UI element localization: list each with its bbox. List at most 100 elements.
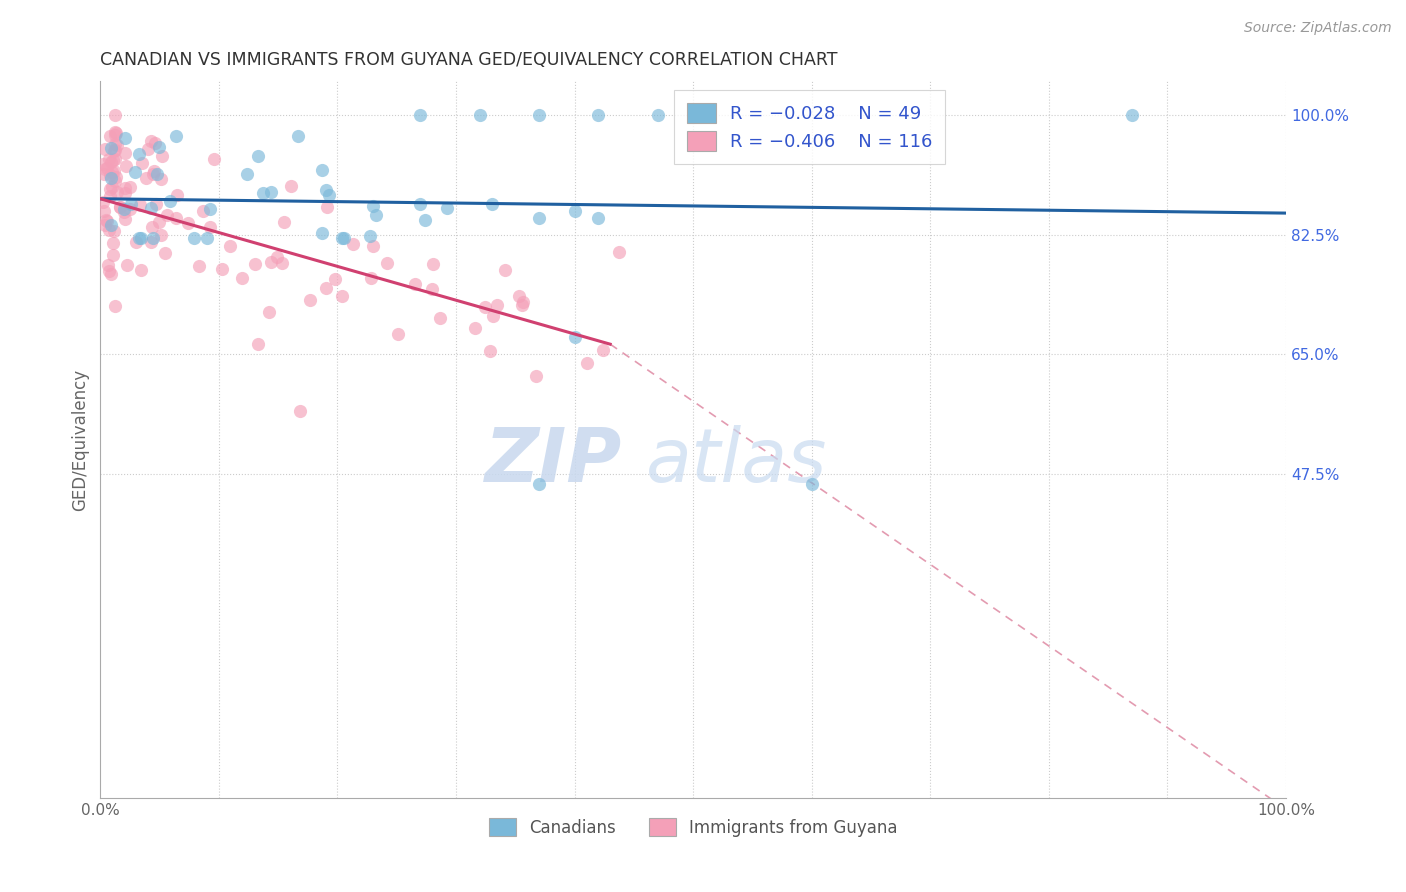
Point	[91, 157, 114, 171]
Point	[143, 136, 166, 151]
Point	[93, 167, 115, 181]
Point	[101, 179, 124, 194]
Point	[609, 244, 631, 259]
Point	[202, 152, 225, 166]
Point	[117, 259, 139, 273]
Point	[486, 297, 509, 311]
Point	[103, 144, 125, 158]
Point	[96, 161, 118, 175]
Point	[112, 202, 135, 217]
Point	[125, 235, 148, 249]
Point	[342, 236, 364, 251]
Point	[139, 201, 162, 215]
Point	[139, 134, 162, 148]
Point	[280, 179, 302, 194]
Point	[135, 170, 157, 185]
Point	[387, 326, 409, 341]
Legend: Canadians, Immigrants from Guyana: Canadians, Immigrants from Guyana	[482, 812, 904, 844]
Point	[299, 293, 322, 308]
Point	[120, 197, 142, 211]
Point	[409, 197, 432, 211]
Point	[564, 330, 586, 344]
Point	[104, 174, 127, 188]
Point	[218, 239, 240, 253]
Point	[420, 282, 443, 296]
Point	[235, 167, 257, 181]
Point	[103, 224, 125, 238]
Point	[510, 298, 533, 312]
Point	[101, 153, 124, 167]
Point	[512, 294, 534, 309]
Point	[129, 263, 152, 277]
Point	[330, 289, 353, 303]
Point	[141, 235, 163, 249]
Point	[98, 128, 121, 143]
Point	[118, 180, 141, 194]
Point	[409, 108, 432, 122]
Point	[104, 153, 127, 167]
Point	[115, 159, 138, 173]
Point	[287, 128, 309, 143]
Point	[315, 183, 337, 197]
Point	[104, 108, 127, 122]
Point	[332, 231, 354, 245]
Point	[141, 219, 163, 234]
Point	[429, 310, 451, 325]
Point	[114, 180, 136, 194]
Point	[142, 231, 165, 245]
Point	[576, 355, 599, 369]
Point	[211, 261, 233, 276]
Point	[273, 215, 295, 229]
Point	[413, 213, 436, 227]
Point	[252, 186, 274, 200]
Point	[360, 270, 382, 285]
Point	[114, 146, 136, 161]
Point	[156, 208, 179, 222]
Point	[316, 200, 339, 214]
Point	[114, 131, 136, 145]
Point	[231, 271, 253, 285]
Point	[98, 153, 121, 167]
Point	[588, 108, 610, 122]
Point	[494, 263, 516, 277]
Point	[129, 198, 152, 212]
Point	[100, 170, 122, 185]
Point	[98, 182, 121, 196]
Point	[103, 164, 125, 178]
Point	[479, 344, 502, 359]
Point	[245, 257, 267, 271]
Point	[464, 320, 486, 334]
Point	[93, 161, 115, 176]
Point	[527, 211, 550, 225]
Point	[98, 223, 121, 237]
Point	[104, 126, 127, 140]
Point	[647, 108, 669, 122]
Point	[363, 238, 385, 252]
Point	[128, 147, 150, 161]
Point	[100, 154, 122, 169]
Point	[93, 203, 115, 218]
Point	[101, 165, 124, 179]
Point	[524, 368, 547, 383]
Point	[1121, 108, 1143, 122]
Point	[260, 185, 283, 199]
Point	[271, 256, 294, 270]
Point	[422, 257, 444, 271]
Point	[148, 139, 170, 153]
Point	[359, 228, 381, 243]
Point	[366, 208, 388, 222]
Point	[146, 167, 169, 181]
Point	[136, 143, 159, 157]
Point	[361, 199, 384, 213]
Point	[98, 168, 121, 182]
Point	[145, 196, 167, 211]
Point	[527, 477, 550, 491]
Point	[100, 141, 122, 155]
Point	[108, 201, 131, 215]
Point	[592, 343, 614, 358]
Point	[468, 108, 491, 122]
Text: ZIP: ZIP	[485, 425, 621, 498]
Point	[404, 277, 426, 291]
Text: atlas: atlas	[645, 425, 827, 497]
Point	[311, 162, 333, 177]
